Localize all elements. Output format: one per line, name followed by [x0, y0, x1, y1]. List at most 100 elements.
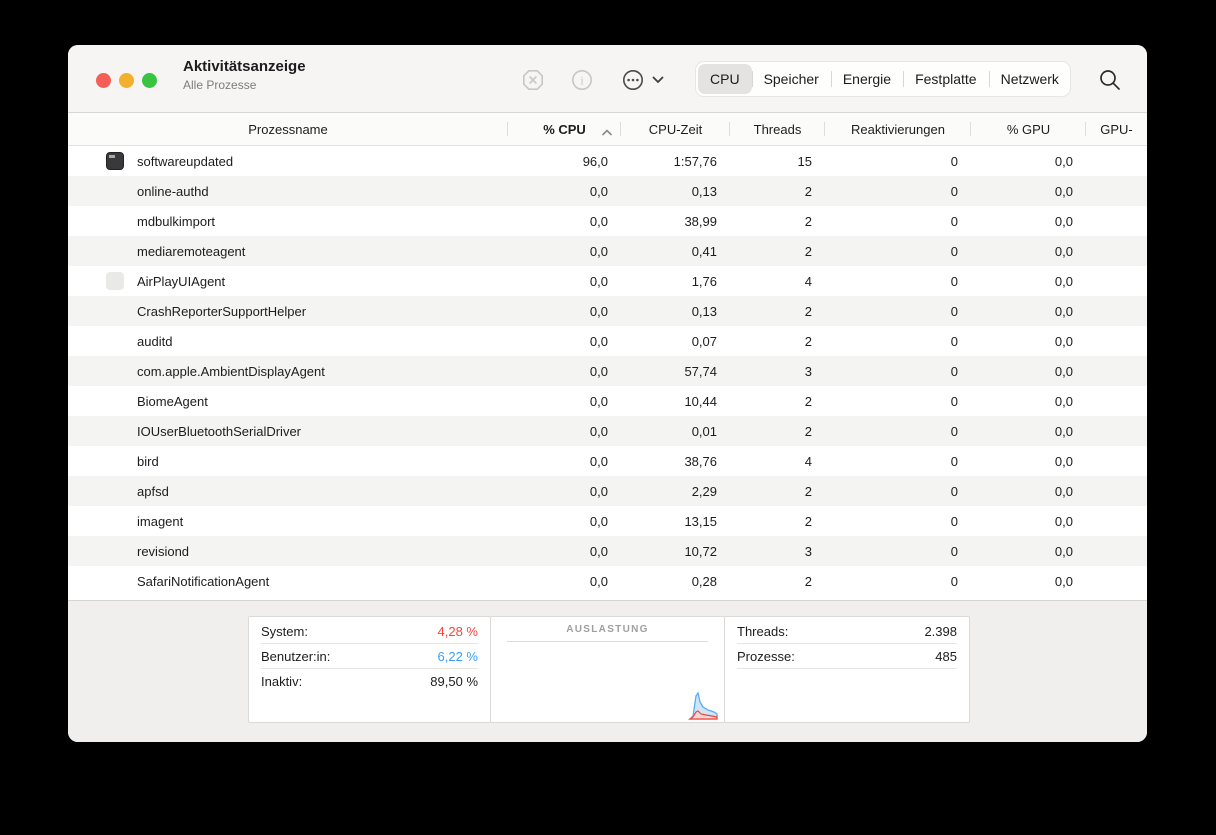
- cpu-time-cell: 0,01: [691, 423, 717, 439]
- table-row[interactable]: imagent 0,0 13,15 2 0 0,0: [68, 506, 1147, 536]
- gpu-cell: 0,0: [1054, 483, 1073, 499]
- system-load-row: System: 4,28 %: [261, 619, 478, 644]
- wakeups-cell: 0: [950, 303, 958, 319]
- cpu-cell: 0,0: [589, 543, 608, 559]
- gpu-cell: 0,0: [1054, 543, 1073, 559]
- column-header-cpu-zeit[interactable]: CPU-Zeit: [621, 113, 730, 145]
- window-controls: [96, 73, 157, 88]
- table-row[interactable]: auditd 0,0 0,07 2 0 0,0: [68, 326, 1147, 356]
- threads-cell: 2: [804, 213, 812, 229]
- no-icon: [106, 422, 124, 440]
- processes-row: Prozesse: 485: [737, 644, 957, 669]
- table-row[interactable]: SafariNotificationAgent 0,0 0,28 2 0 0,0: [68, 566, 1147, 596]
- tab-festplatte[interactable]: Festplatte: [903, 64, 988, 94]
- process-name: BiomeAgent: [137, 393, 208, 409]
- table-row[interactable]: online-authd 0,0 0,13 2 0 0,0: [68, 176, 1147, 206]
- cpu-time-cell: 38,99: [684, 213, 717, 229]
- user-label: Benutzer:in:: [261, 648, 331, 664]
- table-row[interactable]: softwareupdated 96,0 1:57,76 15 0 0,0: [68, 146, 1147, 176]
- inspect-process-button[interactable]: i: [569, 67, 595, 93]
- cpu-time-cell: 10,72: [684, 543, 717, 559]
- table-row[interactable]: bird 0,0 38,76 4 0 0,0: [68, 446, 1147, 476]
- column-label: GPU-: [1100, 121, 1133, 137]
- process-name: AirPlayUIAgent: [137, 273, 226, 289]
- table-row[interactable]: revisiond 0,0 10,72 3 0 0,0: [68, 536, 1147, 566]
- table-row[interactable]: IOUserBluetoothSerialDriver 0,0 0,01 2 0 0,0: [68, 416, 1147, 446]
- table-row[interactable]: apfsd 0,0 2,29 2 0 0,0: [68, 476, 1147, 506]
- idle-value: 89,50 %: [430, 673, 478, 689]
- process-name: apfsd: [137, 483, 169, 499]
- process-name-cell: imagent: [68, 512, 508, 530]
- cpu-time-cell: 38,76: [684, 453, 717, 469]
- wakeups-cell: 0: [950, 543, 958, 559]
- threads-cell: 3: [804, 363, 812, 379]
- threads-row: Threads: 2.398: [737, 619, 957, 644]
- gpu-cell: 0,0: [1054, 393, 1073, 409]
- cpu-cell: 0,0: [589, 513, 608, 529]
- system-value: 4,28 %: [437, 623, 478, 639]
- gpu-cell: 0,0: [1054, 183, 1073, 199]
- column-label: Reaktivierungen: [851, 121, 945, 137]
- cpu-usage-graph-panel: AUSLASTUNG: [490, 616, 725, 723]
- process-name: com.apple.AmbientDisplayAgent: [137, 363, 325, 379]
- table-row[interactable]: AirPlayUIAgent 0,0 1,76 4 0 0,0: [68, 266, 1147, 296]
- process-name: auditd: [137, 333, 173, 349]
- cpu-time-cell: 0,13: [691, 303, 717, 319]
- stop-process-button[interactable]: [520, 67, 546, 93]
- close-window-button[interactable]: [96, 73, 111, 88]
- process-name: imagent: [137, 513, 184, 529]
- cpu-cell: 0,0: [589, 423, 608, 439]
- tab-speicher[interactable]: Speicher: [751, 64, 831, 94]
- table-row[interactable]: com.apple.AmbientDisplayAgent 0,0 57,74 3 0 0…: [68, 356, 1147, 386]
- processes-label: Prozesse:: [737, 648, 795, 664]
- column-header-cpu[interactable]: % CPU: [508, 113, 621, 145]
- no-icon: [106, 392, 124, 410]
- no-icon: [106, 452, 124, 470]
- cpu-cell: 0,0: [589, 363, 608, 379]
- table-row[interactable]: CrashReporterSupportHelper 0,0 0,13 2 0 0,0: [68, 296, 1147, 326]
- gpu-cell: 0,0: [1054, 333, 1073, 349]
- table-row[interactable]: mediaremoteagent 0,0 0,41 2 0 0,0: [68, 236, 1147, 266]
- zoom-window-button[interactable]: [142, 73, 157, 88]
- tab-netzwerk[interactable]: Netzwerk: [988, 64, 1071, 94]
- process-name: mediaremoteagent: [137, 243, 246, 259]
- column-header-reaktivierungen[interactable]: Reaktivierungen: [825, 113, 971, 145]
- table-row[interactable]: mdbulkimport 0,0 38,99 2 0 0,0: [68, 206, 1147, 236]
- threads-cell: 2: [804, 183, 812, 199]
- wakeups-cell: 0: [950, 213, 958, 229]
- column-header-gpu[interactable]: % GPU: [971, 113, 1086, 145]
- wakeups-cell: 0: [950, 573, 958, 589]
- stop-process-icon: [522, 69, 544, 91]
- minimize-window-button[interactable]: [119, 73, 134, 88]
- wakeups-cell: 0: [950, 483, 958, 499]
- window-title: Aktivitätsanzeige: [183, 58, 306, 75]
- cpu-cell: 0,0: [589, 213, 608, 229]
- cpu-cell: 0,0: [589, 453, 608, 469]
- more-options-chevron[interactable]: [650, 72, 666, 88]
- column-label: Threads: [753, 121, 802, 137]
- more-options-button[interactable]: [620, 67, 646, 93]
- table-row[interactable]: BiomeAgent 0,0 10,44 2 0 0,0: [68, 386, 1147, 416]
- threads-cell: 2: [804, 303, 812, 319]
- cpu-time-cell: 0,13: [691, 183, 717, 199]
- tab-energie[interactable]: Energie: [830, 64, 903, 94]
- cpu-time-cell: 1:57,76: [673, 153, 717, 169]
- process-name-cell: com.apple.AmbientDisplayAgent: [68, 362, 508, 380]
- cpu-time-cell: 1,76: [691, 273, 717, 289]
- cpu-cell: 96,0: [582, 153, 608, 169]
- cpu-time-cell: 2,29: [691, 483, 717, 499]
- activity-monitor-window: Aktivitätsanzeige Alle Prozesse i: [68, 45, 1147, 742]
- cpu-time-cell: 57,74: [684, 363, 717, 379]
- wakeups-cell: 0: [950, 333, 958, 349]
- search-button[interactable]: [1098, 68, 1122, 92]
- column-header-prozessname[interactable]: Prozessname: [68, 113, 508, 145]
- process-name: bird: [137, 453, 159, 469]
- column-header-threads[interactable]: Threads: [730, 113, 825, 145]
- tab-cpu[interactable]: CPU: [698, 64, 752, 94]
- wakeups-cell: 0: [950, 153, 958, 169]
- cpu-cell: 0,0: [589, 273, 608, 289]
- threads-value: 2.398: [924, 623, 957, 639]
- column-header-gpu-zeit[interactable]: GPU-: [1086, 113, 1147, 145]
- process-name-cell: auditd: [68, 332, 508, 350]
- processes-value: 485: [935, 648, 957, 664]
